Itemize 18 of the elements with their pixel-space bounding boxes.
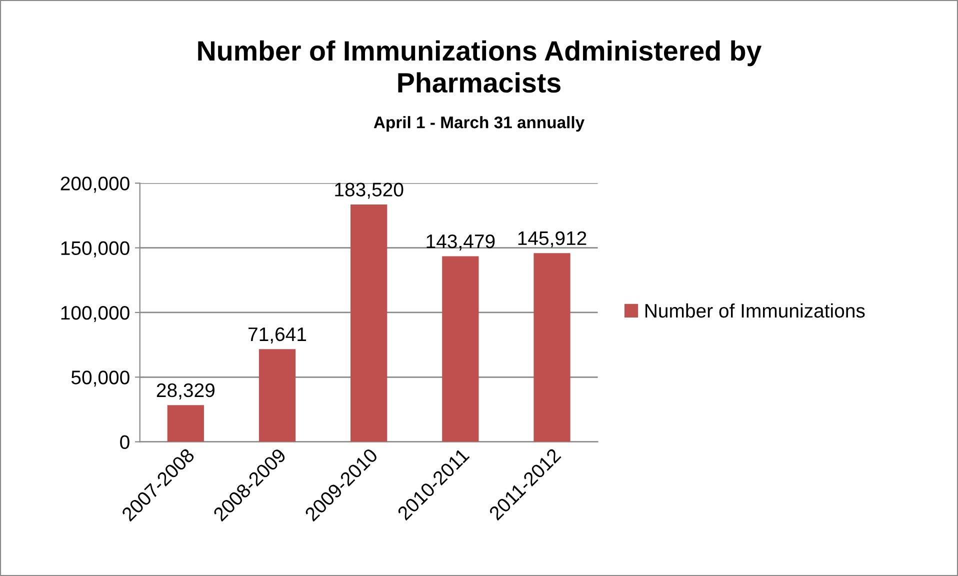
text: 143,479 bbox=[426, 234, 495, 251]
bar bbox=[350, 204, 388, 442]
chart-title: Number of Immunizations Administered by Pharmacists bbox=[198, 40, 762, 93]
y-tick-label: 0 bbox=[120, 435, 130, 450]
bar bbox=[167, 405, 204, 442]
text: 71,641 bbox=[248, 327, 306, 344]
legend-label: Number of Immunizations bbox=[645, 303, 865, 318]
chart-subtitle: April 1 - March 31 annually bbox=[374, 116, 585, 132]
y-tick-label: 50,000 bbox=[71, 370, 130, 387]
bar bbox=[534, 253, 570, 442]
y-tick-label: 150,000 bbox=[61, 241, 130, 258]
y-tick-label: 100,000 bbox=[61, 306, 130, 322]
text: 183,520 bbox=[335, 182, 404, 199]
y-tick-label: 200,000 bbox=[60, 176, 130, 193]
text: 145,912 bbox=[518, 231, 586, 248]
bar bbox=[258, 349, 296, 442]
text: 28,329 bbox=[156, 383, 214, 400]
bar bbox=[442, 256, 479, 442]
